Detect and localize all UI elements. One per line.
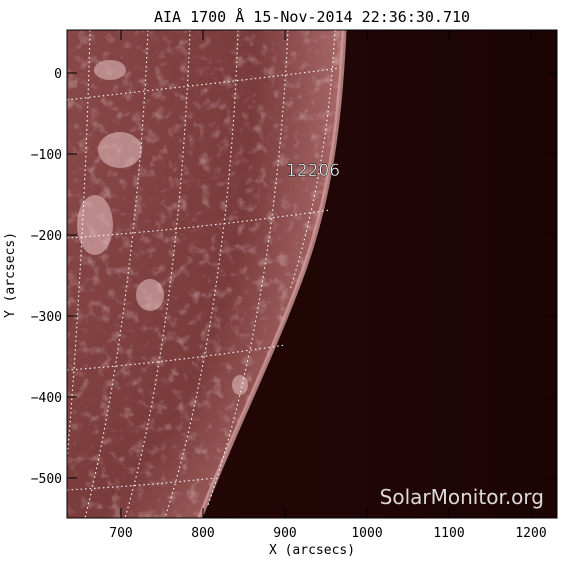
y-tick-label: −200 [31, 229, 62, 244]
y-tick-labels: 0 −100 −200 −300 −400 −500 [31, 67, 62, 487]
longitude-line [124, 30, 191, 518]
heliographic-grid [67, 30, 341, 518]
longitude-line [164, 30, 239, 518]
plot-frame [66, 29, 558, 519]
y-axis-label: Y (arcsecs) [3, 232, 18, 318]
x-axis [120, 30, 532, 518]
figure-title: AIA 1700 Å 15-Nov-2014 22:36:30.710 [154, 7, 470, 26]
latitude-line [67, 477, 216, 491]
y-axis [67, 72, 557, 479]
y-tick-label: −500 [31, 472, 62, 487]
x-tick-label: 900 [273, 526, 296, 541]
y-tick-label: −100 [31, 148, 62, 163]
latitude-line [67, 67, 341, 101]
latitude-line [67, 209, 331, 239]
longitude-line [67, 30, 91, 461]
x-tick-label: 1100 [433, 526, 464, 541]
x-tick-label: 700 [109, 526, 132, 541]
y-tick-label: −400 [31, 391, 62, 406]
x-tick-label: 1200 [515, 526, 546, 541]
longitude-line [289, 30, 336, 291]
latitude-line [67, 344, 286, 371]
y-tick-label: 0 [54, 67, 62, 82]
x-axis-label: X (arcsecs) [269, 543, 355, 558]
x-tick-labels: 700 800 900 1000 1100 1200 [109, 526, 546, 541]
y-tick-label: −300 [31, 310, 62, 325]
longitude-line [207, 30, 289, 506]
watermark: SolarMonitor.org [380, 485, 544, 509]
longitude-line [84, 30, 149, 518]
image-area: 12206 SolarMonitor.org [67, 30, 557, 518]
x-tick-label: 1000 [351, 526, 382, 541]
active-region-label: 12206 [286, 161, 340, 181]
plage-regions [77, 60, 248, 395]
x-tick-label: 800 [191, 526, 214, 541]
solar-limb [197, 30, 347, 518]
